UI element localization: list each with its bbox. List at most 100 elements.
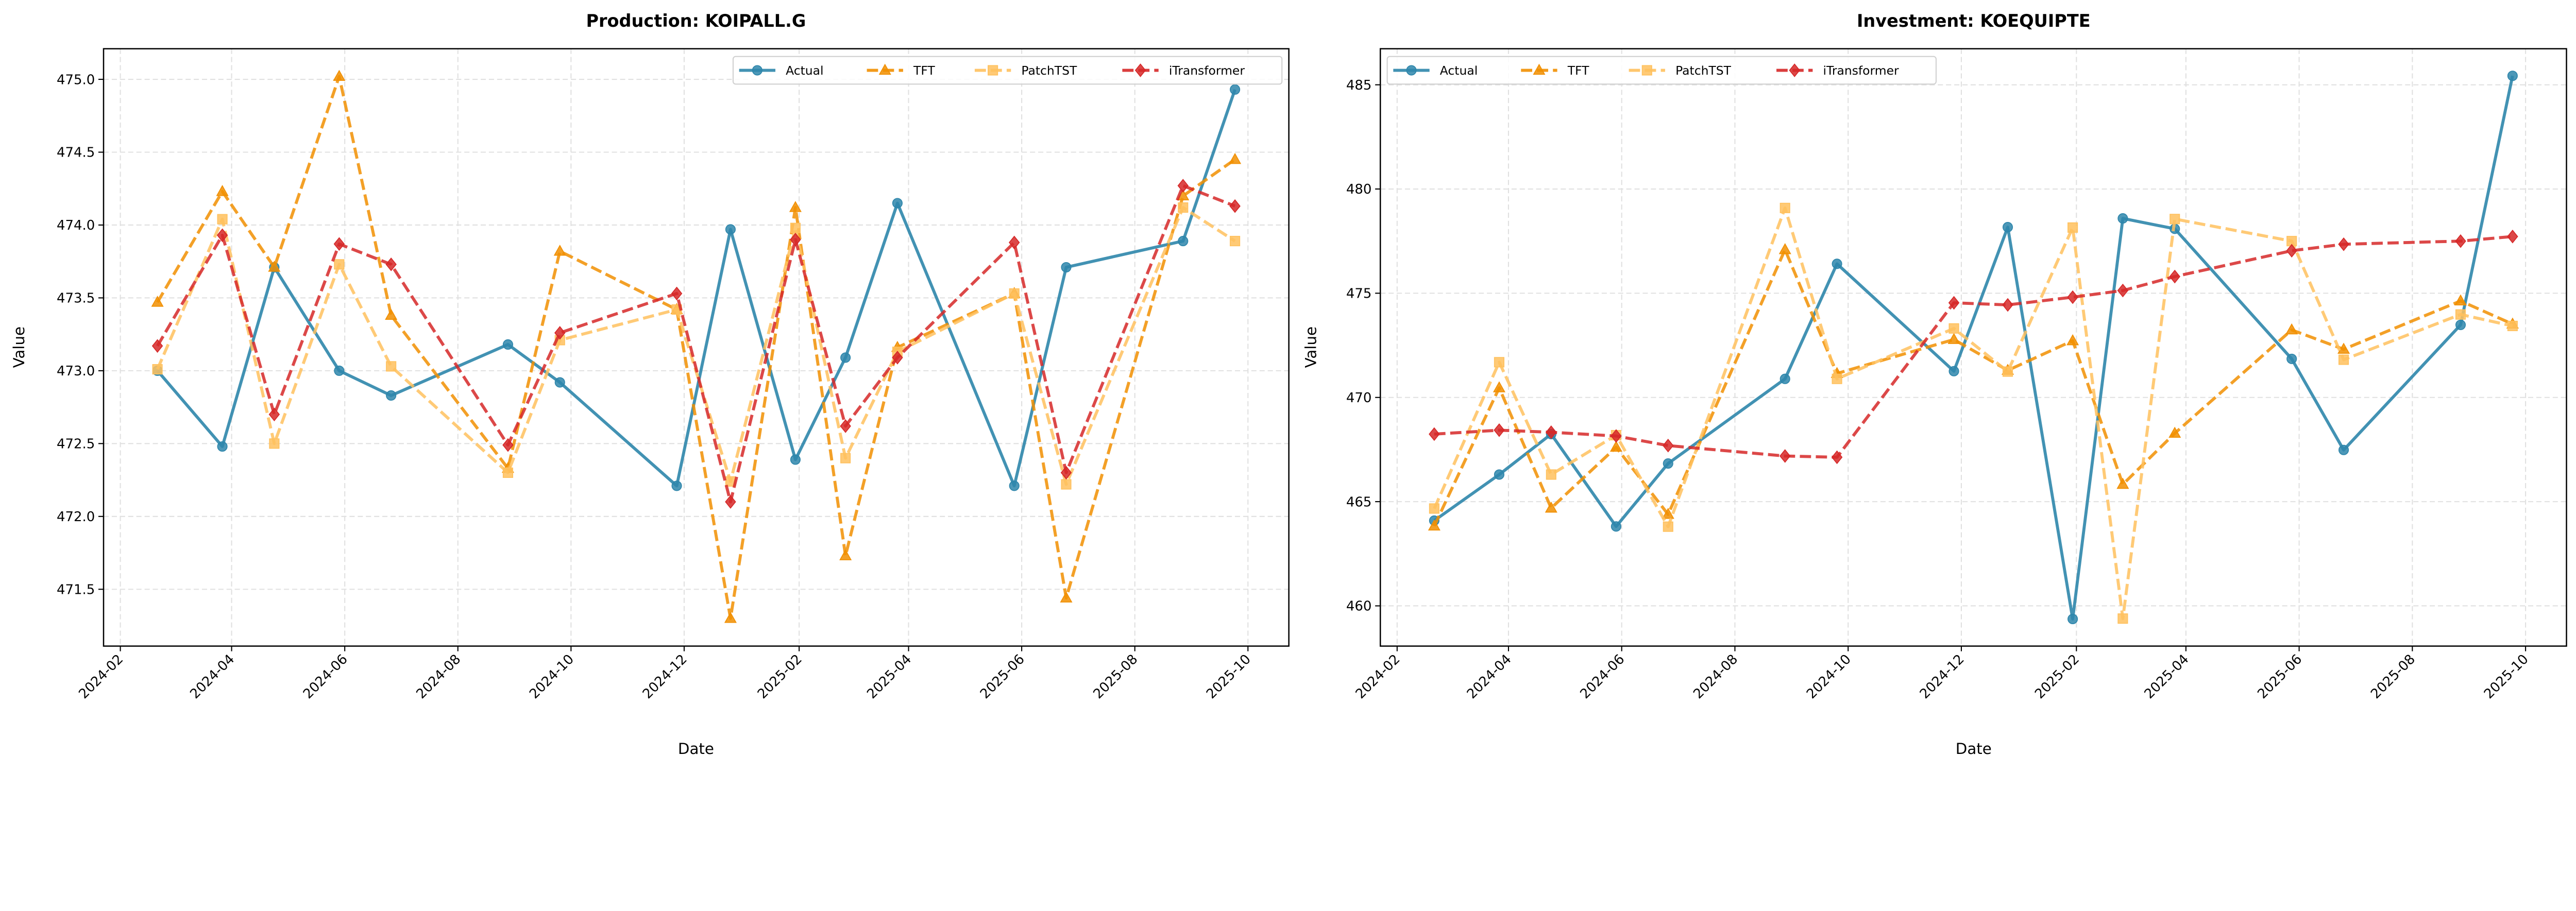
data-point — [151, 296, 164, 307]
data-point — [502, 339, 513, 350]
data-point — [1779, 449, 1791, 463]
data-point — [268, 407, 280, 422]
data-point — [269, 438, 280, 449]
data-point — [1948, 296, 1960, 310]
data-point — [2454, 294, 2467, 306]
data-point — [892, 351, 903, 365]
data-point — [1611, 521, 1621, 532]
data-point — [1494, 423, 1505, 437]
data-point — [1832, 259, 1842, 269]
data-point — [2338, 354, 2349, 365]
data-point — [2002, 222, 2013, 233]
series-line — [1433, 206, 2513, 621]
data-point — [1546, 469, 1556, 480]
y-tick-label: 472.5 — [57, 437, 95, 452]
data-point — [502, 438, 514, 452]
data-point — [216, 185, 229, 196]
legend-label: TFT — [1567, 63, 1589, 78]
series-line — [156, 184, 1236, 504]
data-point — [152, 364, 163, 375]
data-point — [1947, 333, 1960, 344]
data-point — [2002, 298, 2013, 312]
x-axis-label: Date — [1956, 740, 1992, 758]
data-point — [2168, 426, 2181, 438]
data-point — [1177, 179, 1189, 193]
data-point — [2338, 444, 2349, 455]
legend-label: Actual — [786, 63, 823, 78]
data-point — [216, 228, 228, 243]
data-point — [2067, 290, 2078, 304]
data-point — [724, 612, 737, 623]
legend-label: PatchTST — [1675, 63, 1732, 78]
data-point — [1229, 199, 1241, 213]
data-point — [1948, 323, 1959, 334]
series-line — [156, 206, 1236, 486]
data-point — [1662, 508, 1674, 519]
legend-label: PatchTST — [1021, 63, 1077, 78]
data-point — [892, 198, 903, 209]
data-point — [840, 352, 851, 363]
legend: Actual TFT PatchTST iTransformer — [1386, 56, 1937, 85]
data-point — [2507, 320, 2518, 331]
data-point — [334, 259, 345, 270]
legend-entry: iTransformer — [1122, 63, 1245, 78]
data-point — [1178, 202, 1189, 213]
y-tick-label: 470 — [1346, 390, 1372, 406]
figure: Production: KOIPALL.G Date Value 471.5 47… — [10, 10, 2567, 758]
y-tick-label: 460 — [1346, 599, 1372, 614]
legend-marker — [1406, 65, 1417, 76]
chart-title: Investment: KOEQUIPTE — [1857, 11, 2091, 31]
chart-title: Production: KOIPALL.G — [586, 11, 806, 31]
data-point — [1428, 519, 1440, 531]
data-point — [334, 365, 345, 376]
data-point — [2507, 229, 2518, 244]
y-axis-label: Value — [10, 326, 28, 368]
legend-marker — [1533, 63, 1546, 75]
data-point — [2286, 353, 2297, 364]
data-point — [1230, 236, 1241, 247]
legend-label: iTransformer — [1169, 63, 1245, 78]
data-point — [2338, 237, 2349, 251]
legend-entry: Actual — [739, 63, 824, 78]
data-point — [1545, 501, 1557, 513]
series-actual — [152, 84, 1241, 491]
data-point — [725, 224, 736, 235]
legend-entry: PatchTST — [974, 63, 1077, 78]
data-point — [2455, 234, 2466, 248]
data-point — [2067, 222, 2078, 233]
y-tick-label: 485 — [1346, 78, 1372, 93]
legend-label: TFT — [913, 63, 935, 78]
data-point — [790, 454, 801, 465]
data-point — [2169, 269, 2180, 284]
data-point — [1493, 381, 1505, 392]
y-tick-label: 474.0 — [57, 218, 95, 233]
data-point — [1609, 440, 1622, 452]
y-tick-label: 465 — [1346, 494, 1372, 510]
y-axis-label: Value — [1302, 326, 1319, 368]
legend-entry: Actual — [1393, 63, 1478, 78]
y-tick-label: 475.0 — [57, 72, 95, 88]
legend-marker — [988, 65, 998, 76]
data-point — [554, 377, 565, 388]
data-point — [2066, 334, 2079, 346]
data-point — [1009, 480, 1020, 491]
data-point — [1008, 235, 1020, 250]
data-point — [554, 326, 566, 340]
data-point — [2002, 366, 2013, 377]
y-tick-label: 473.0 — [57, 364, 95, 379]
series-line — [1433, 75, 2514, 621]
data-point — [1663, 521, 1673, 532]
data-point — [217, 214, 228, 225]
data-point — [1009, 288, 1020, 299]
data-point — [671, 286, 683, 301]
legend-marker — [1641, 65, 1652, 76]
data-point — [385, 257, 397, 271]
series-group — [1428, 71, 2519, 625]
legend: Actual TFT PatchTST iTransformer — [732, 56, 1283, 85]
data-point — [2286, 244, 2297, 258]
legend-marker — [1789, 63, 1800, 77]
data-point — [840, 453, 851, 463]
series-line — [1434, 235, 2513, 459]
series-line — [156, 75, 1236, 620]
data-point — [2170, 214, 2180, 225]
